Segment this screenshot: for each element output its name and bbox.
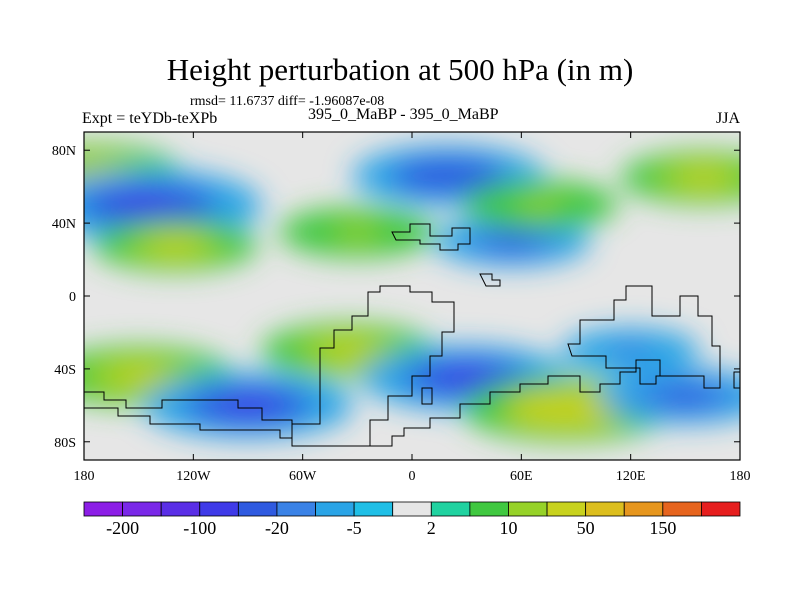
height-anomaly-field bbox=[84, 144, 740, 442]
anomaly-core-11 bbox=[435, 366, 499, 390]
x-tick-label: 120E bbox=[616, 469, 646, 484]
colorbar-box bbox=[469, 501, 509, 517]
colorbar-box bbox=[430, 501, 471, 517]
colorbar: -200 -100 -20 -5 2 10 50 150 bbox=[83, 501, 741, 538]
stats-line: rmsd= 11.6737 diff= -1.96087e-08 bbox=[190, 94, 385, 109]
y-tick-label: 0 bbox=[69, 290, 76, 305]
experiment-label: Expt = teYDb-teXPb bbox=[82, 110, 218, 127]
coastline-antarctic-peninsula bbox=[84, 391, 293, 439]
colorbar-label: -5 bbox=[347, 518, 362, 538]
colorbar-box bbox=[701, 501, 741, 517]
anomaly-core-9 bbox=[216, 393, 280, 417]
colorbar-box bbox=[623, 501, 664, 517]
colorbar-box bbox=[276, 501, 316, 517]
colorbar-label: 10 bbox=[499, 518, 517, 538]
coastline-australia bbox=[567, 285, 721, 389]
anomaly-core-13 bbox=[659, 386, 712, 406]
x-tick-label: 60E bbox=[510, 469, 533, 484]
colorbar-box bbox=[585, 501, 625, 517]
y-tick-label: 80N bbox=[52, 144, 76, 159]
season-label: JJA bbox=[716, 110, 741, 127]
case-label: 395_0_MaBP - 395_0_MaBP bbox=[308, 106, 499, 123]
x-tick-label: 180 bbox=[74, 469, 95, 484]
colorbar-box bbox=[160, 501, 201, 517]
coastline-madagascar bbox=[421, 387, 433, 405]
y-tick-label: 80S bbox=[54, 436, 76, 451]
colorbar-box bbox=[546, 501, 587, 517]
coastline-africa bbox=[291, 285, 455, 447]
colorbar-box bbox=[83, 501, 123, 517]
colorbar-box bbox=[353, 501, 394, 517]
chart-title: Height perturbation at 500 hPa (in m) bbox=[166, 52, 634, 87]
colorbar-label: -100 bbox=[183, 518, 216, 538]
colorbar-box bbox=[237, 501, 278, 517]
anomaly-core-3 bbox=[333, 223, 381, 241]
colorbar-box bbox=[508, 501, 548, 517]
colorbar-box bbox=[662, 501, 702, 517]
anomaly-core-10 bbox=[322, 341, 375, 361]
anomaly-core-6 bbox=[516, 196, 563, 214]
anomaly-core-4 bbox=[419, 165, 478, 187]
anomaly-core-1 bbox=[113, 192, 182, 218]
coastline-south-america bbox=[366, 359, 684, 447]
colorbar-box bbox=[122, 501, 162, 517]
anomaly-core-2 bbox=[150, 235, 200, 255]
colorbar-box bbox=[392, 501, 432, 517]
colorbar-box bbox=[315, 501, 355, 517]
colorbar-box bbox=[199, 501, 239, 517]
coastline-new-zealand bbox=[733, 371, 740, 389]
x-tick-label: 180 bbox=[730, 469, 751, 484]
coastline-north-africa bbox=[391, 223, 471, 251]
colorbar-label: -20 bbox=[265, 518, 289, 538]
x-tick-label: 120W bbox=[176, 469, 211, 484]
colorbar-label: -200 bbox=[106, 518, 139, 538]
anomaly-core-5 bbox=[488, 232, 536, 251]
y-tick-label: 40S bbox=[54, 363, 76, 378]
y-tick-label: 40N bbox=[52, 217, 76, 232]
anomaly-core-12 bbox=[535, 397, 599, 421]
coastline-arabia bbox=[479, 273, 501, 287]
anomaly-core-8 bbox=[109, 365, 168, 387]
anomaly-core-7 bbox=[678, 168, 729, 187]
coastlines bbox=[84, 223, 740, 447]
colorbar-label: 50 bbox=[577, 518, 595, 538]
colorbar-label: 2 bbox=[427, 518, 436, 538]
x-tick-label: 60W bbox=[289, 469, 317, 484]
x-tick-label: 0 bbox=[409, 469, 416, 484]
anomaly-core-14 bbox=[609, 342, 652, 359]
colorbar-label: 150 bbox=[649, 518, 676, 538]
